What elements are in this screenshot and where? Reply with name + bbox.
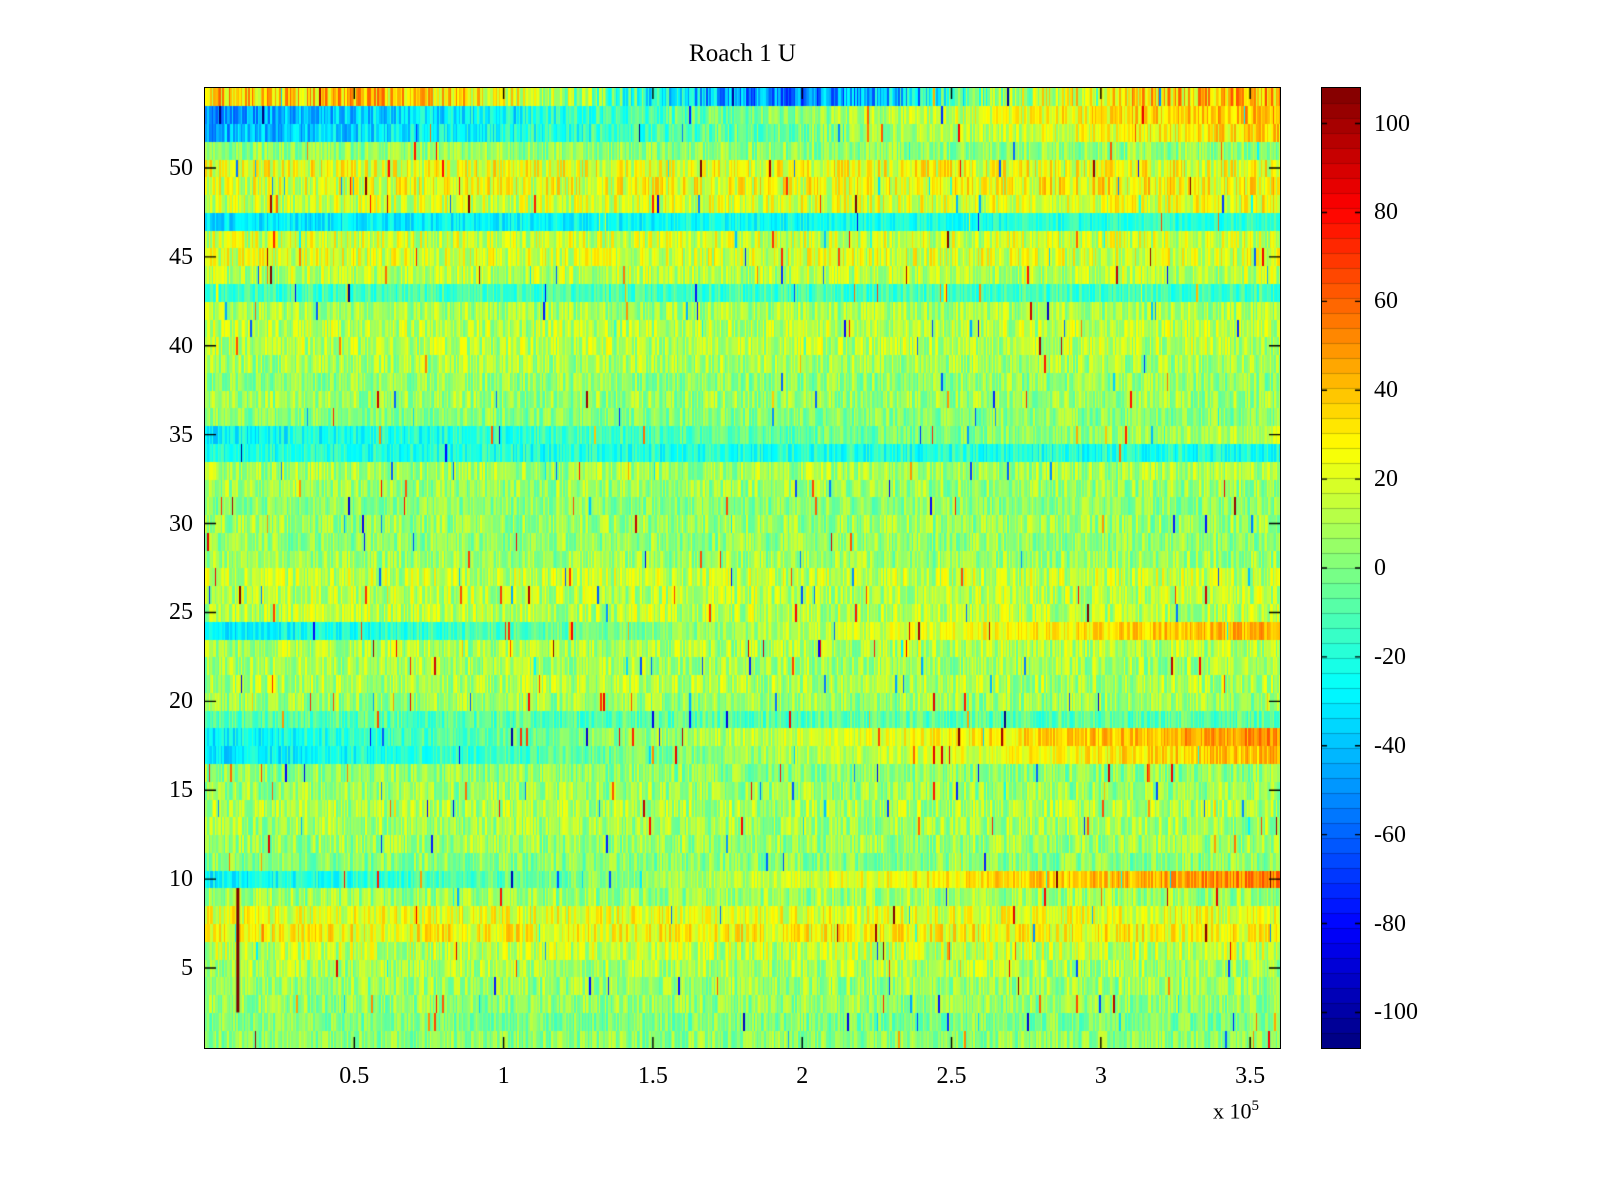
colorbar-tick-label: 40 (1374, 377, 1398, 404)
colorbar-tick-label: 60 (1374, 288, 1398, 315)
x-tick-label: 0.5 (339, 1063, 370, 1089)
y-tick-label: 5 (181, 955, 193, 981)
x-tick-label: 3.5 (1235, 1063, 1266, 1089)
x-tick-label: 2.5 (936, 1063, 967, 1089)
y-tick-label: 30 (169, 510, 193, 537)
colorbar (1321, 87, 1361, 1049)
y-tick-label: 15 (169, 777, 193, 804)
x-axis-multiplier: x 105 (1213, 1098, 1259, 1124)
y-tick-label: 25 (169, 599, 193, 626)
y-tick-label: 20 (169, 688, 193, 715)
x-tick-label: 1.5 (637, 1063, 668, 1089)
y-tick-label: 50 (169, 155, 193, 181)
colorbar-tick-label: 20 (1374, 466, 1398, 493)
colorbar-tick-label: 0 (1374, 555, 1386, 581)
x-axis-multiplier-exponent: 5 (1251, 1098, 1260, 1114)
y-tick-label: 10 (169, 866, 193, 893)
y-tick-label: 45 (169, 243, 193, 270)
colorbar-tick-label: -100 (1374, 999, 1418, 1026)
colorbar-tick-label: -60 (1374, 821, 1406, 848)
plot-area (204, 87, 1281, 1049)
colorbar-tick-label: 100 (1374, 110, 1410, 137)
x-tick-label: 3 (1094, 1063, 1107, 1089)
chart-title: Roach 1 U (689, 40, 796, 67)
colorbar-tick-label: -80 (1374, 910, 1406, 937)
x-axis-multiplier-base: x 10 (1213, 1098, 1252, 1124)
y-tick-label: 40 (169, 332, 193, 359)
colorbar-tick-label: 80 (1374, 199, 1398, 226)
heatmap-canvas (205, 88, 1280, 1048)
y-tick-label: 35 (169, 421, 193, 448)
colorbar-canvas (1322, 88, 1360, 1048)
colorbar-tick-label: -40 (1374, 732, 1406, 759)
x-tick-label: 2 (796, 1063, 809, 1089)
x-tick-label: 1 (497, 1063, 510, 1089)
colorbar-tick-label: -20 (1374, 643, 1406, 670)
